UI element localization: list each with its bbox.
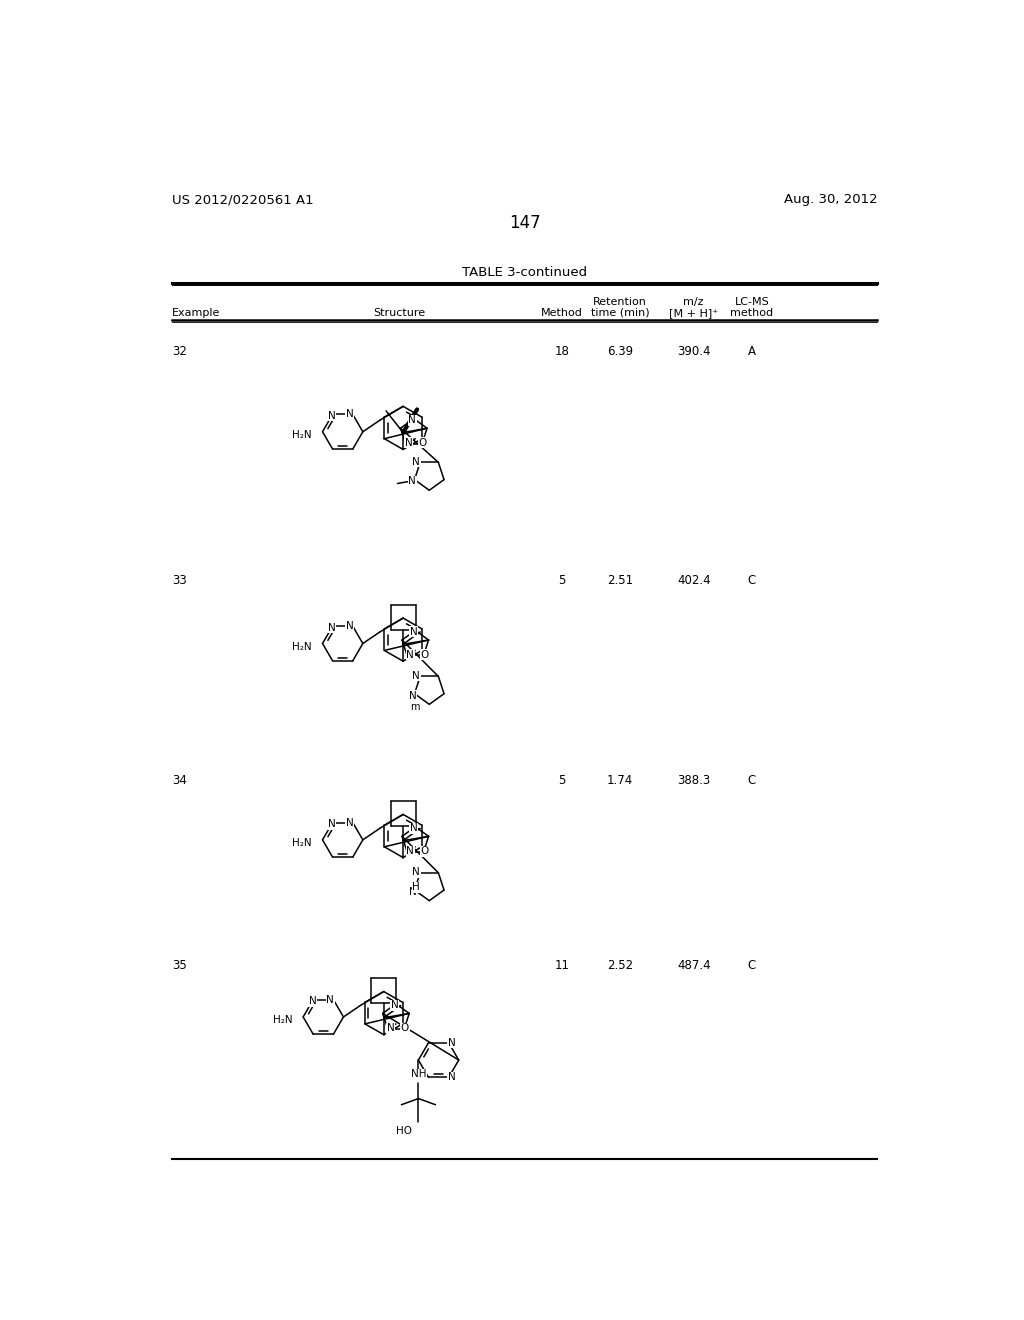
Text: m/z: m/z [683, 297, 705, 308]
Text: N: N [327, 994, 334, 1005]
Text: 147: 147 [509, 214, 541, 232]
Text: N: N [328, 818, 336, 829]
Text: Aug. 30, 2012: Aug. 30, 2012 [783, 193, 878, 206]
Text: C: C [748, 574, 756, 587]
Text: N: N [346, 409, 353, 420]
Text: N: N [413, 671, 420, 681]
Text: 5: 5 [558, 574, 565, 587]
Text: Method: Method [541, 308, 583, 318]
Text: H₂N: H₂N [292, 642, 311, 652]
Text: N: N [407, 649, 414, 660]
Text: N: N [413, 457, 420, 467]
Text: 33: 33 [172, 574, 187, 587]
Text: time (min): time (min) [591, 308, 649, 318]
Text: N: N [346, 622, 353, 631]
Text: LC-MS: LC-MS [734, 297, 769, 308]
Text: N: N [387, 1023, 394, 1034]
Text: 6.39: 6.39 [607, 345, 633, 358]
Text: N: N [308, 997, 316, 1006]
Text: H₂N: H₂N [272, 1015, 292, 1026]
Text: 32: 32 [172, 345, 187, 358]
Text: N: N [328, 411, 336, 421]
Text: Structure: Structure [373, 308, 425, 318]
Text: H₂N: H₂N [292, 838, 311, 847]
Text: 388.3: 388.3 [677, 775, 711, 788]
Text: N: N [413, 867, 420, 876]
Text: H₂N: H₂N [292, 430, 311, 440]
Text: N: N [409, 416, 416, 425]
Text: Retention: Retention [593, 297, 647, 308]
Text: N: N [404, 438, 413, 447]
Text: NH: NH [411, 1069, 426, 1080]
Text: N: N [407, 846, 414, 857]
Text: 5: 5 [558, 775, 565, 788]
Text: 487.4: 487.4 [677, 960, 711, 973]
Text: [M + H]⁺: [M + H]⁺ [670, 308, 718, 318]
Text: N: N [410, 690, 417, 701]
Text: N: N [410, 887, 417, 898]
Text: N: N [328, 623, 336, 632]
Text: N: N [346, 817, 353, 828]
Text: N: N [410, 627, 418, 638]
Text: C: C [748, 775, 756, 788]
Text: 402.4: 402.4 [677, 574, 711, 587]
Text: Example: Example [172, 308, 220, 318]
Text: H: H [413, 882, 420, 892]
Text: O: O [400, 1023, 409, 1034]
Text: N: N [390, 1001, 398, 1010]
Text: 18: 18 [555, 345, 569, 358]
Text: 35: 35 [172, 960, 187, 973]
Text: N: N [410, 824, 418, 833]
Text: 11: 11 [555, 960, 569, 973]
Text: HO: HO [396, 1126, 413, 1135]
Text: 390.4: 390.4 [677, 345, 711, 358]
Text: US 2012/0220561 A1: US 2012/0220561 A1 [172, 193, 313, 206]
Text: O: O [420, 846, 428, 857]
Text: 34: 34 [172, 775, 187, 788]
Text: N: N [447, 1072, 456, 1082]
Text: TABLE 3-continued: TABLE 3-continued [462, 267, 588, 280]
Text: O: O [419, 438, 427, 447]
Text: O: O [420, 649, 428, 660]
Text: N: N [447, 1038, 456, 1048]
Text: 2.52: 2.52 [607, 960, 633, 973]
Text: N: N [409, 477, 416, 486]
Text: 2.51: 2.51 [607, 574, 633, 587]
Text: C: C [748, 960, 756, 973]
Text: method: method [730, 308, 773, 318]
Text: m: m [410, 702, 419, 713]
Text: A: A [748, 345, 756, 358]
Text: 1.74: 1.74 [607, 775, 633, 788]
